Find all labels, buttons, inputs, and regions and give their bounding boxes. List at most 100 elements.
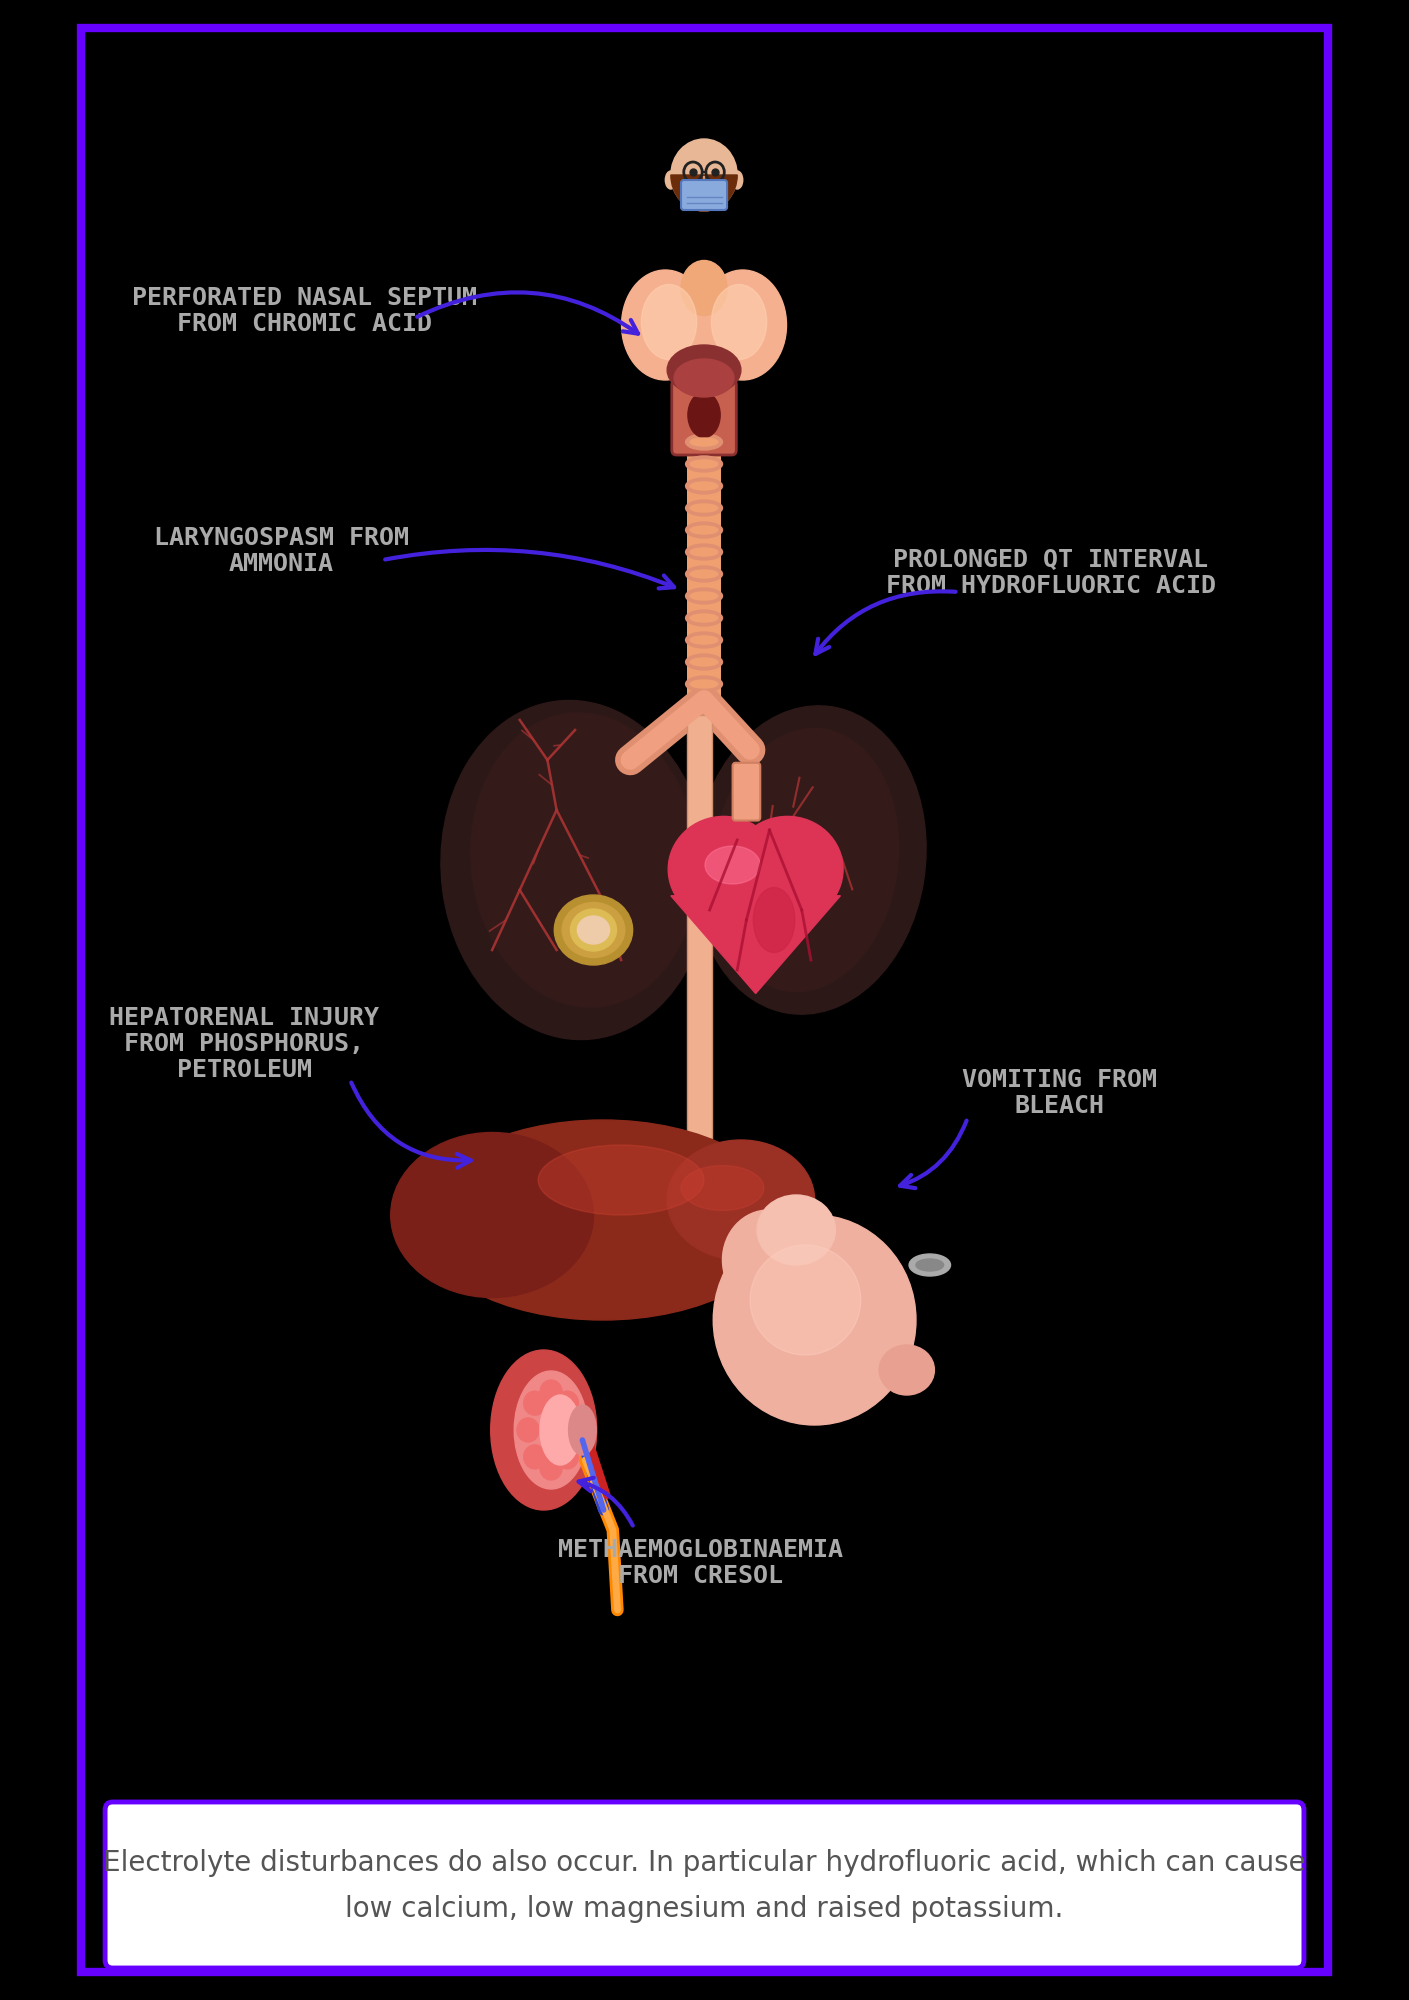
Ellipse shape bbox=[686, 654, 723, 670]
Ellipse shape bbox=[690, 636, 717, 644]
Ellipse shape bbox=[490, 1350, 596, 1510]
Ellipse shape bbox=[750, 1244, 861, 1356]
Circle shape bbox=[566, 904, 582, 920]
Ellipse shape bbox=[909, 1254, 951, 1276]
Ellipse shape bbox=[690, 482, 717, 490]
Ellipse shape bbox=[674, 360, 734, 396]
Ellipse shape bbox=[690, 438, 717, 446]
Text: METHAEMOGLOBINAEMIA: METHAEMOGLOBINAEMIA bbox=[558, 1538, 843, 1562]
Text: PETROLEUM: PETROLEUM bbox=[176, 1058, 311, 1082]
Circle shape bbox=[606, 904, 620, 920]
FancyBboxPatch shape bbox=[681, 180, 727, 210]
Circle shape bbox=[614, 922, 628, 938]
Ellipse shape bbox=[690, 526, 717, 534]
Ellipse shape bbox=[731, 172, 743, 190]
Ellipse shape bbox=[690, 592, 717, 600]
Circle shape bbox=[524, 1444, 545, 1468]
Ellipse shape bbox=[693, 706, 926, 1014]
Ellipse shape bbox=[681, 260, 727, 316]
FancyBboxPatch shape bbox=[688, 430, 720, 710]
Ellipse shape bbox=[712, 284, 766, 360]
Text: PERFORATED NASAL SEPTUM: PERFORATED NASAL SEPTUM bbox=[131, 286, 476, 310]
Text: FROM PHOSPHORUS,: FROM PHOSPHORUS, bbox=[124, 1032, 364, 1056]
Ellipse shape bbox=[686, 544, 723, 560]
Ellipse shape bbox=[538, 1144, 704, 1214]
Ellipse shape bbox=[688, 392, 720, 438]
Ellipse shape bbox=[668, 1140, 814, 1260]
Polygon shape bbox=[671, 896, 840, 994]
Circle shape bbox=[566, 940, 582, 956]
Ellipse shape bbox=[554, 896, 633, 966]
FancyBboxPatch shape bbox=[686, 716, 713, 1150]
Wedge shape bbox=[671, 176, 737, 210]
Ellipse shape bbox=[686, 676, 723, 692]
Text: FROM CHROMIC ACID: FROM CHROMIC ACID bbox=[176, 312, 431, 336]
Ellipse shape bbox=[686, 610, 723, 626]
Ellipse shape bbox=[723, 1210, 814, 1310]
Text: FROM HYDROFLUORIC ACID: FROM HYDROFLUORIC ACID bbox=[885, 574, 1216, 598]
Ellipse shape bbox=[569, 1404, 596, 1456]
Circle shape bbox=[671, 140, 737, 210]
Ellipse shape bbox=[757, 1194, 836, 1266]
Ellipse shape bbox=[690, 658, 717, 666]
Circle shape bbox=[586, 896, 600, 912]
Text: BLEACH: BLEACH bbox=[1014, 1094, 1105, 1118]
Ellipse shape bbox=[578, 916, 610, 944]
Ellipse shape bbox=[441, 700, 709, 1040]
Ellipse shape bbox=[686, 456, 723, 472]
Ellipse shape bbox=[668, 816, 779, 922]
Circle shape bbox=[564, 1418, 585, 1442]
FancyBboxPatch shape bbox=[672, 380, 737, 456]
Ellipse shape bbox=[571, 908, 617, 952]
Ellipse shape bbox=[690, 614, 717, 622]
Ellipse shape bbox=[418, 1120, 788, 1320]
Ellipse shape bbox=[690, 680, 717, 688]
Ellipse shape bbox=[699, 270, 786, 380]
Text: HEPATORENAL INJURY: HEPATORENAL INJURY bbox=[110, 1006, 379, 1030]
Text: PROLONGED QT INTERVAL: PROLONGED QT INTERVAL bbox=[893, 548, 1208, 572]
Text: FROM CRESOL: FROM CRESOL bbox=[619, 1564, 783, 1588]
Ellipse shape bbox=[514, 1372, 588, 1488]
Text: AMMONIA: AMMONIA bbox=[228, 552, 334, 576]
Circle shape bbox=[586, 948, 600, 964]
Ellipse shape bbox=[879, 1344, 934, 1396]
Circle shape bbox=[557, 1444, 579, 1468]
Text: low calcium, low magnesium and raised potassium.: low calcium, low magnesium and raised po… bbox=[345, 1896, 1064, 1924]
Ellipse shape bbox=[690, 504, 717, 512]
Ellipse shape bbox=[690, 548, 717, 556]
FancyBboxPatch shape bbox=[733, 762, 761, 820]
Circle shape bbox=[540, 1456, 562, 1480]
Ellipse shape bbox=[471, 712, 697, 1008]
Ellipse shape bbox=[668, 344, 741, 396]
Ellipse shape bbox=[686, 566, 723, 582]
Ellipse shape bbox=[686, 478, 723, 494]
Ellipse shape bbox=[731, 816, 843, 922]
Ellipse shape bbox=[713, 1214, 916, 1424]
Circle shape bbox=[524, 1392, 545, 1416]
Ellipse shape bbox=[686, 632, 723, 648]
Circle shape bbox=[517, 1418, 540, 1442]
Ellipse shape bbox=[754, 888, 795, 952]
Ellipse shape bbox=[690, 570, 717, 578]
Ellipse shape bbox=[686, 588, 723, 604]
Circle shape bbox=[606, 940, 620, 956]
Ellipse shape bbox=[686, 434, 723, 450]
Ellipse shape bbox=[681, 1166, 764, 1210]
Text: LARYNGOSPASM FROM: LARYNGOSPASM FROM bbox=[154, 526, 409, 550]
Ellipse shape bbox=[704, 846, 761, 884]
Circle shape bbox=[540, 1380, 562, 1404]
Ellipse shape bbox=[686, 500, 723, 516]
Ellipse shape bbox=[686, 522, 723, 538]
Ellipse shape bbox=[690, 460, 717, 468]
Ellipse shape bbox=[540, 1396, 581, 1464]
Ellipse shape bbox=[562, 902, 624, 958]
Text: Electrolyte disturbances do also occur. In particular hydrofluoric acid, which c: Electrolyte disturbances do also occur. … bbox=[103, 1848, 1306, 1876]
FancyBboxPatch shape bbox=[106, 1802, 1303, 1968]
Ellipse shape bbox=[621, 270, 709, 380]
Ellipse shape bbox=[712, 728, 899, 992]
Circle shape bbox=[557, 1392, 579, 1416]
Ellipse shape bbox=[390, 1132, 593, 1298]
Ellipse shape bbox=[916, 1260, 944, 1272]
Circle shape bbox=[558, 922, 573, 938]
Ellipse shape bbox=[641, 284, 696, 360]
